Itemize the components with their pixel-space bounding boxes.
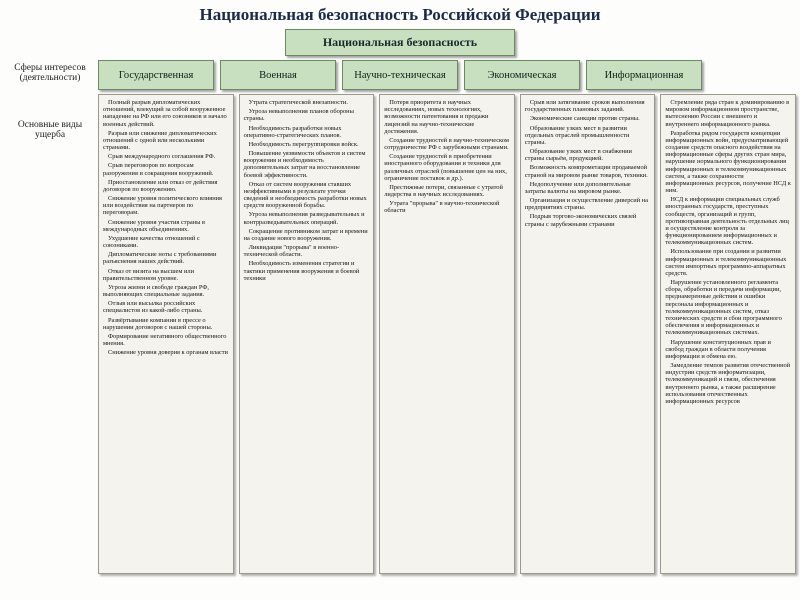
top-concept-box: Национальная безопасность [285,29,515,56]
damage-item: Полный разрыв дипломатических отношений,… [103,99,229,128]
damage-item: Престижные потери, связанные с утратой л… [384,184,510,198]
damage-item: Угроза невыполнения разведывательных и к… [244,211,370,225]
column-info: Стремление ряда стран к доминированию в … [660,94,796,574]
damage-item: Образование узких мест в развитии отдель… [525,125,651,147]
damage-item: Дипломатические ноты с требованиями разъ… [103,251,229,265]
damage-item: Срыв переговоров по вопросам разоружения… [103,162,229,176]
damage-item: Отказ от визита на высшем или правительс… [103,268,229,282]
damage-item: Замедление темпов развития отечественной… [665,362,791,405]
side-label-spheres: Сферы интересов (деятельности) [6,63,94,84]
damage-item: Возможность компрометации продаваемой ст… [525,164,651,178]
damage-item: Экономические санкции против страны. [525,115,651,122]
damage-item: Повышение уязвимости объектов и систем в… [244,150,370,179]
damage-item: Недополучение или дополнительные затраты… [525,181,651,195]
column-state: Полный разрыв дипломатических отношений,… [98,94,234,574]
damage-item: Срыв или затягивание сроков выполнения г… [525,99,651,113]
damage-item: Подрыв торгово-экономических связей стра… [525,213,651,227]
damage-item: Сокращение противником затрат и времени … [244,228,370,242]
column-economic: Срыв или затягивание сроков выполнения г… [520,94,656,574]
damage-item: Утрата "прорыва" в научно-технической об… [384,200,510,214]
damage-item: Необходимость изменения стратегии и такт… [244,260,370,282]
damage-item: Снижение уровня политического влияния ил… [103,195,229,217]
page-title: Национальная безопасность Российской Фед… [0,0,800,29]
damage-item: Отзыв или высылка российских специалисто… [103,300,229,314]
category-military: Военная [220,60,336,90]
category-science: Научно-техническая [342,60,458,90]
damage-item: Нарушение конституционных прав и свобод … [665,339,791,361]
damage-item: Создание трудностей в научно-техническом… [384,137,510,151]
category-state: Государственная [98,60,214,90]
damage-item: Угроза невыполнения планов обороны стран… [244,108,370,122]
damage-columns: Полный разрыв дипломатических отношений,… [0,90,800,574]
column-science: Потеря приоритета в научных исследования… [379,94,515,574]
damage-item: Снижение уровня доверия к органам власти [103,349,229,356]
damage-item: НСД к информации специальных служб иност… [665,196,791,246]
damage-item: Утрата стратегической внезапности. [244,99,370,106]
damage-item: Снижение уровня участия страны в междуна… [103,219,229,233]
column-military: Утрата стратегической внезапности. Угроза… [239,94,375,574]
damage-item: Ликвидация "прорыва" в военно-техническо… [244,244,370,258]
damage-item: Формирование негативного общественного м… [103,333,229,347]
damage-item: Нарушение установленного регламента сбор… [665,279,791,336]
damage-item: Ухудшение качества отношений с союзникам… [103,235,229,249]
damage-item: Срыв международного соглашения РФ. [103,153,229,160]
damage-item: Развёртывание компании в прессе о наруше… [103,317,229,331]
category-row: Государственная Военная Научно-техническ… [0,60,800,90]
damage-item: Стремление ряда стран к доминированию в … [665,99,791,128]
damage-item: Угроза жизни и свободе граждан РФ, выпол… [103,284,229,298]
category-info: Информационная [586,60,702,90]
damage-item: Необходимость перегруппировки войск. [244,141,370,148]
damage-item: Создание трудностей в приобретении иност… [384,153,510,182]
side-label-damage: Основные виды ущерба [6,120,94,141]
damage-item: Потеря приоритета в научных исследования… [384,99,510,135]
damage-item: Организация и осуществление диверсий на … [525,197,651,211]
category-economic: Экономическая [464,60,580,90]
damage-item: Образование узких мест в снабжении стран… [525,148,651,162]
damage-item: Разрыв или снижение дипломатических отно… [103,130,229,152]
damage-item: Разработка рядом государств концепции ин… [665,130,791,195]
damage-item: Необходимость разработки новых оперативн… [244,125,370,139]
damage-item: Отказ от систем вооружения ставших неэфф… [244,181,370,210]
damage-item: Приостановление или отказ от действия до… [103,179,229,193]
damage-item: Использование при создании и развитии ин… [665,248,791,277]
